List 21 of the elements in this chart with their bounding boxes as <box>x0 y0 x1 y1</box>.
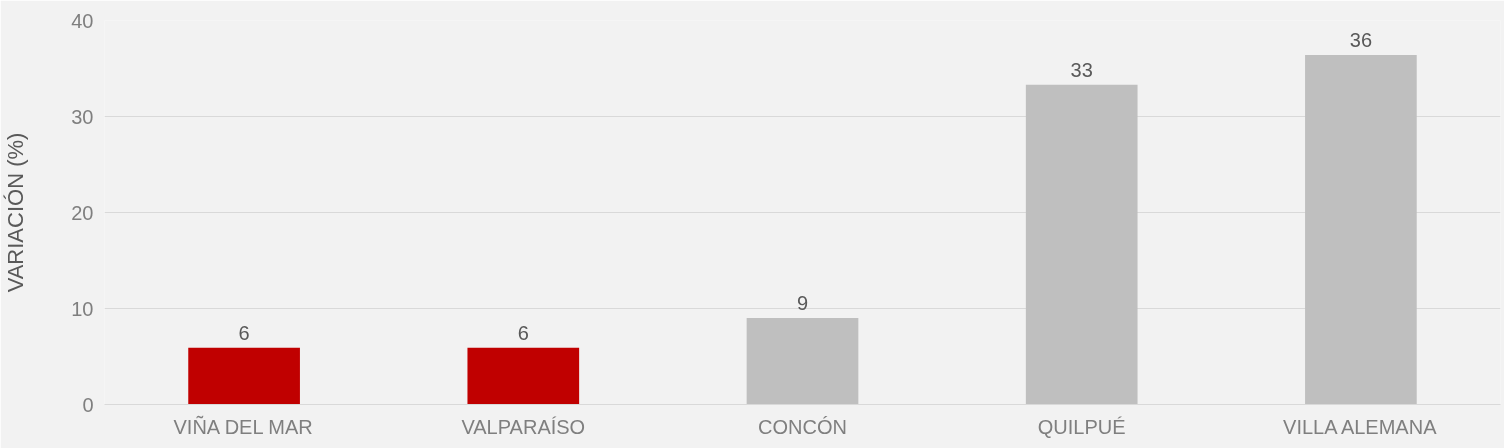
bar <box>188 347 300 405</box>
bar <box>467 347 580 405</box>
y-tick-label: 0 <box>82 393 94 416</box>
bar <box>1305 55 1417 405</box>
data-label: 36 <box>1349 29 1373 52</box>
x-tick-label: VALPARAÍSO <box>461 415 586 438</box>
y-axis-title: VARIACIÓN (%) <box>3 132 29 293</box>
y-tick-label: 10 <box>71 297 94 320</box>
data-label: 6 <box>238 321 250 344</box>
x-tick-label: CONCÓN <box>758 415 847 438</box>
y-tick-label: 40 <box>71 9 94 32</box>
data-label: 6 <box>517 321 529 344</box>
y-tick-label: 20 <box>71 201 94 224</box>
x-tick-label: VILLA ALEMANA <box>1283 415 1438 438</box>
x-tick-label: QUILPUÉ <box>1037 415 1126 438</box>
x-tick-label: VIÑA DEL MAR <box>173 414 313 438</box>
data-label: 9 <box>796 292 809 315</box>
data-label: 33 <box>1070 58 1093 81</box>
bar <box>1025 84 1138 405</box>
bar <box>746 318 859 405</box>
y-tick-label: 30 <box>71 105 94 128</box>
